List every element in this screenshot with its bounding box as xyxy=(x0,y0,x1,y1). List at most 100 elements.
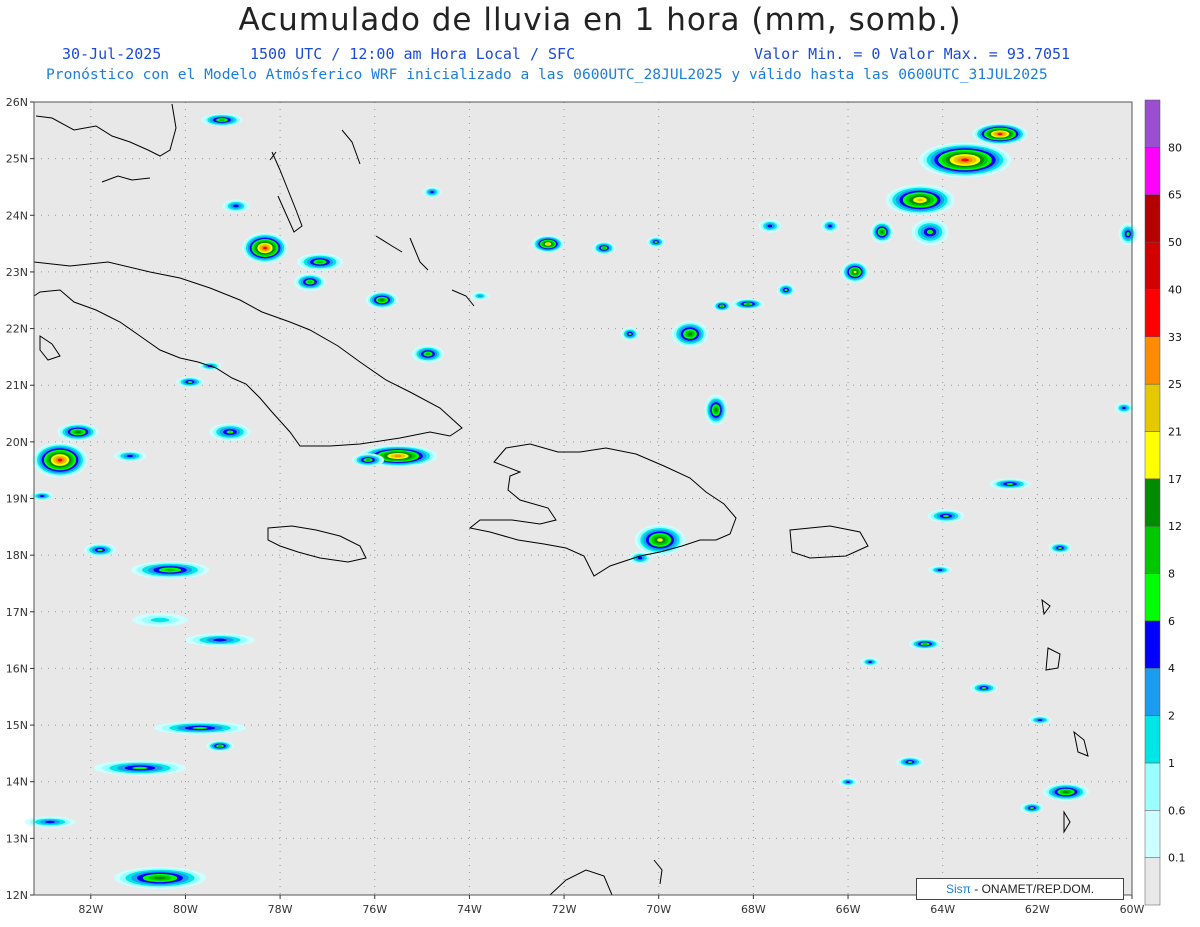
rain-cell xyxy=(634,524,686,556)
rain-cell xyxy=(838,777,858,787)
lat-label: 12N xyxy=(6,889,28,902)
colorbar-swatch xyxy=(1144,194,1161,243)
rain-shading xyxy=(24,113,1138,889)
colorbar-swatch xyxy=(1144,336,1161,385)
rain-cell xyxy=(646,236,666,248)
rain-cell xyxy=(820,219,840,233)
lon-label: 66W xyxy=(836,903,861,916)
rain-contour xyxy=(828,224,832,228)
colorbar-label: 33 xyxy=(1168,331,1182,344)
rain-contour xyxy=(637,556,643,560)
rain-cell xyxy=(365,291,399,309)
rain-contour xyxy=(846,781,850,783)
rain-contour xyxy=(602,247,606,249)
rain-cell xyxy=(860,657,880,667)
rain-cell xyxy=(972,123,1028,145)
rain-cell xyxy=(1020,802,1044,814)
rain-contour xyxy=(126,454,134,458)
rain-contour xyxy=(853,270,857,274)
rain-contour xyxy=(132,766,148,770)
date-label: 30-Jul-2025 xyxy=(62,45,162,63)
rain-cell xyxy=(30,491,54,501)
rain-contour xyxy=(922,643,928,645)
rain-cell xyxy=(1028,715,1052,725)
rain-contour xyxy=(997,133,1003,135)
rain-contour xyxy=(154,876,166,880)
rain-cell xyxy=(94,760,186,776)
rain-cell xyxy=(970,682,998,694)
rain-cell xyxy=(776,283,796,297)
rain-contour xyxy=(961,158,969,162)
rain-cell xyxy=(351,453,385,467)
colorbar-label: 12 xyxy=(1168,520,1182,533)
lon-label: 62W xyxy=(1025,903,1050,916)
rain-cell xyxy=(154,721,246,735)
rain-cell xyxy=(57,423,99,441)
rain-contour xyxy=(263,246,267,250)
rain-cell xyxy=(1043,783,1089,801)
rain-cell xyxy=(185,633,255,647)
lon-label: 82W xyxy=(78,903,103,916)
rain-cell xyxy=(671,320,709,348)
colorbar-swatch xyxy=(1144,810,1161,858)
rain-cell xyxy=(928,565,952,575)
rain-contour xyxy=(394,455,402,457)
rain-cell xyxy=(592,241,616,255)
rain-contour xyxy=(213,638,227,642)
rain-cell xyxy=(1048,542,1072,554)
rain-cell xyxy=(908,638,942,650)
colorbar-swatch xyxy=(1144,573,1161,622)
rain-cell xyxy=(297,253,343,271)
map-title: Acumulado de lluvia en 1 hora (mm, somb.… xyxy=(238,2,962,38)
rain-contour xyxy=(365,459,371,461)
rain-contour xyxy=(546,243,550,245)
rain-cell xyxy=(411,345,445,363)
lon-label: 68W xyxy=(741,903,766,916)
axis-labels: 26N 25N 24N 23N 22N 21N 20N 19N 18N 17N 16N 15N 14N 1… xyxy=(6,96,1145,916)
lon-label: 76W xyxy=(362,903,387,916)
andros-island xyxy=(271,151,303,233)
colorbar-swatch xyxy=(1144,383,1161,432)
rain-cell xyxy=(114,867,206,889)
rain-contour xyxy=(1126,232,1130,236)
rain-cell xyxy=(927,509,965,523)
rain-cell xyxy=(911,218,949,246)
rain-contour xyxy=(868,661,872,663)
colorbar-swatch xyxy=(1144,431,1161,480)
model-info-label: Pronóstico con el Modelo Atmósferico WRF… xyxy=(46,66,1048,83)
rain-contour xyxy=(926,229,934,235)
rain-contour xyxy=(916,198,924,202)
rain-contour xyxy=(44,820,56,824)
rain-cell xyxy=(841,261,869,283)
rain-contour xyxy=(880,230,884,234)
lat-label: 14N xyxy=(6,776,28,789)
rain-cell xyxy=(712,300,732,312)
credit-box: Sisπ - ONAMET/REP.DOM. xyxy=(916,878,1124,900)
rain-cell xyxy=(531,235,565,253)
rain-cell xyxy=(989,478,1031,490)
colorbar-label: 6 xyxy=(1168,615,1175,628)
lat-label: 25N xyxy=(6,153,28,166)
lat-label: 18N xyxy=(6,549,28,562)
colorbar-label: 0.1 xyxy=(1168,852,1186,865)
rain-contour xyxy=(1037,719,1043,721)
rain-contour xyxy=(687,332,693,336)
rain-cell xyxy=(758,219,782,233)
colorbar-swatch xyxy=(1144,762,1161,811)
rain-cell xyxy=(885,184,955,216)
rain-contour xyxy=(219,119,225,121)
rain-contour xyxy=(379,298,385,302)
lat-label: 16N xyxy=(6,662,28,675)
rain-contour xyxy=(430,190,434,194)
lat-label: 15N xyxy=(6,719,28,732)
rain-contour xyxy=(628,332,632,336)
rain-contour xyxy=(39,495,45,497)
colorbar-swatch xyxy=(1144,620,1161,669)
rain-contour xyxy=(316,260,324,264)
rain-cell xyxy=(731,298,765,310)
lon-label: 70W xyxy=(646,903,671,916)
colorbar-label: 50 xyxy=(1168,236,1182,249)
rain-cell xyxy=(209,423,251,441)
time-label: 1500 UTC / 12:00 am Hora Local / SFC xyxy=(250,45,576,63)
rain-contour xyxy=(937,569,943,571)
